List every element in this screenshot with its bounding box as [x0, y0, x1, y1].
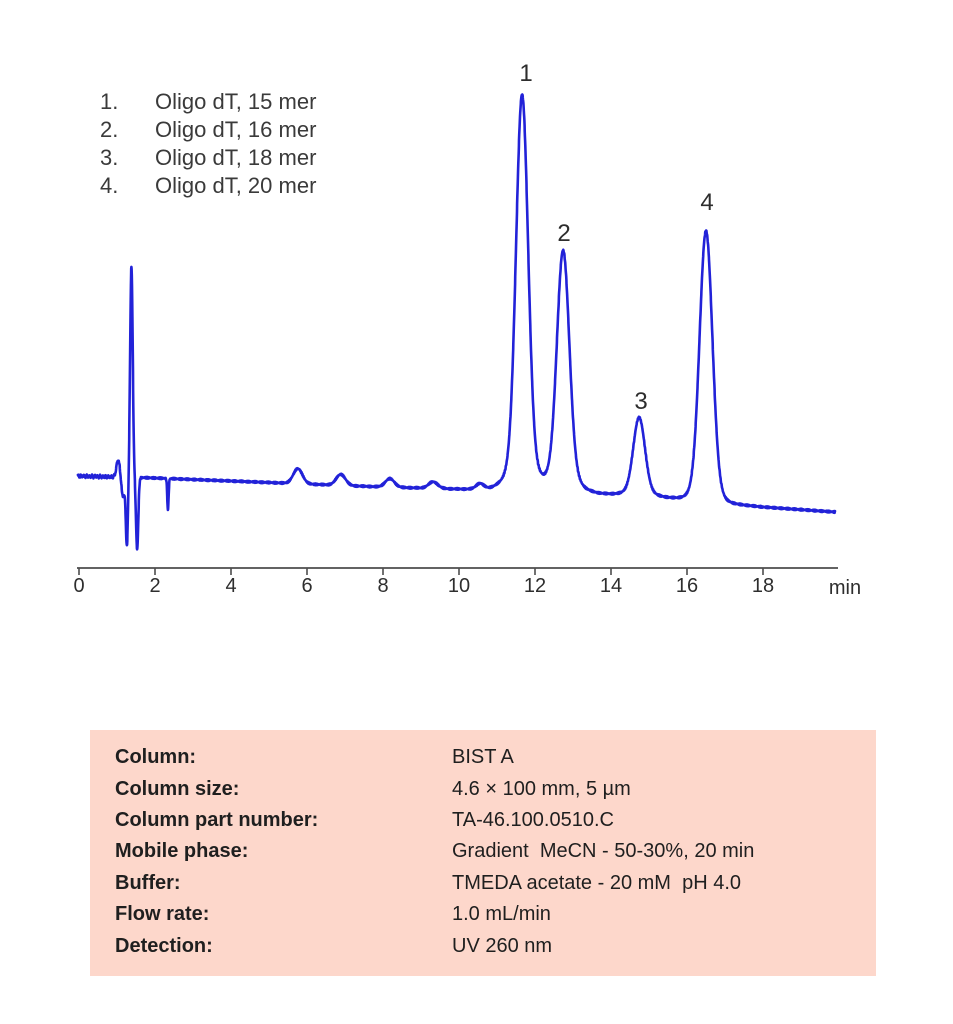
condition-label: Detection: [115, 934, 213, 957]
condition-label: Mobile phase: [115, 840, 249, 863]
conditions-row: Mobile phase: Gradient MeCN - 50-30%, 20… [90, 836, 876, 867]
chromatogram-plot [76, 93, 838, 575]
legend-item: 2. Oligo dT, 16 mer [100, 116, 316, 144]
conditions-row: Detection: UV 260 nm [90, 930, 876, 961]
legend-item-number: 2. [100, 117, 119, 142]
condition-label: Column size: [115, 777, 240, 800]
condition-value: TMEDA acetate - 20 mM pH 4.0 [452, 871, 741, 894]
legend-item-number: 4. [100, 173, 119, 198]
legend-item: 1. Oligo dT, 15 mer [100, 88, 316, 116]
condition-label: Flow rate: [115, 903, 210, 926]
condition-value: BIST A [452, 746, 514, 769]
condition-value: TA-46.100.0510.C [452, 808, 614, 831]
legend-item: 3. Oligo dT, 18 mer [100, 144, 316, 172]
conditions-row: Column part number: TA-46.100.0510.C [90, 805, 876, 836]
conditions-row: Flow rate: 1.0 mL/min [90, 899, 876, 930]
condition-value: 4.6 × 100 mm, 5 µm [452, 777, 631, 800]
legend-item: 4. Oligo dT, 20 mer [100, 172, 316, 200]
condition-value: Gradient MeCN - 50-30%, 20 min [452, 840, 755, 863]
signal-trace [76, 93, 837, 551]
condition-value: UV 260 nm [452, 934, 553, 957]
legend-item-label: Oligo dT, 15 mer [155, 89, 317, 114]
legend-item-label: Oligo dT, 18 mer [155, 145, 317, 170]
condition-label: Column part number: [115, 808, 319, 831]
conditions-row: Buffer: TMEDA acetate - 20 mM pH 4.0 [90, 868, 876, 899]
legend-item-number: 3. [100, 145, 119, 170]
condition-label: Buffer: [115, 871, 181, 894]
condition-value: 1.0 mL/min [452, 903, 551, 926]
condition-label: Column: [115, 746, 197, 769]
conditions-row: Column: BIST A [90, 742, 876, 773]
peak-legend: 1. Oligo dT, 15 mer 2. Oligo dT, 16 mer … [100, 88, 316, 200]
legend-item-label: Oligo dT, 16 mer [155, 117, 317, 142]
conditions-row: Column size: 4.6 × 100 mm, 5 µm [90, 773, 876, 804]
legend-item-label: Oligo dT, 20 mer [155, 173, 317, 198]
conditions-table: Column: BIST A Column size: 4.6 × 100 mm… [90, 730, 876, 976]
legend-item-number: 1. [100, 89, 119, 114]
